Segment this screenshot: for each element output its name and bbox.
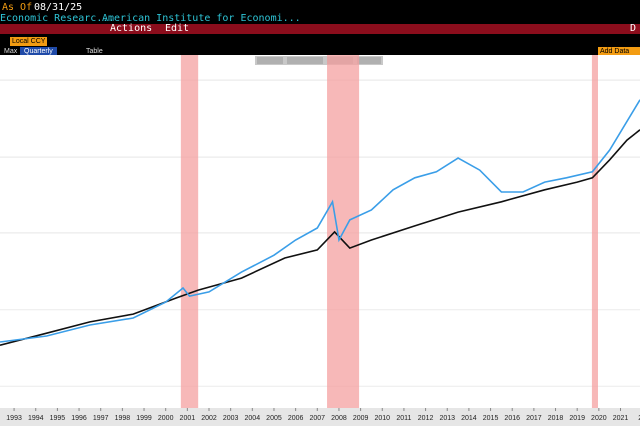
x-tick-label: 1995 xyxy=(50,415,66,422)
x-tick-label: 2012 xyxy=(418,415,434,422)
x-tick-label: 2017 xyxy=(526,415,542,422)
x-tick-label: 1998 xyxy=(115,415,131,422)
x-tick-label: 2015 xyxy=(483,415,499,422)
action-bar xyxy=(0,24,640,34)
x-tick-label: 2014 xyxy=(461,415,477,422)
right-tab[interactable]: D xyxy=(630,23,637,34)
x-tick-label: 2011 xyxy=(396,415,411,422)
x-tick-label: 2013 xyxy=(439,415,455,422)
x-tick-label: 2006 xyxy=(288,415,304,422)
x-tick-label: 2019 xyxy=(569,415,585,422)
frequency-select[interactable]: Quarterly xyxy=(20,47,57,56)
edit-menu[interactable]: Edit xyxy=(165,23,190,34)
toolbar-button[interactable] xyxy=(357,57,381,64)
x-tick-label: 1999 xyxy=(136,415,152,422)
x-tick-label: 1993 xyxy=(6,415,22,422)
toolbar-button[interactable] xyxy=(257,57,283,64)
source: Economic Researc... xyxy=(0,13,115,24)
table-button[interactable]: Table xyxy=(86,48,103,55)
recession-band xyxy=(180,55,199,408)
x-tick-label: 2002 xyxy=(201,415,217,422)
x-tick-label: 2004 xyxy=(245,415,261,422)
x-tick-label: 2003 xyxy=(223,415,239,422)
x-tick-label: 2008 xyxy=(331,415,347,422)
currency-button[interactable]: Local CCY xyxy=(10,37,48,46)
as-of-date[interactable]: 08/31/25 xyxy=(34,2,83,13)
add-data-button[interactable]: Add Data xyxy=(598,47,640,56)
description: American Institute for Economi... xyxy=(102,13,301,24)
series-line xyxy=(0,129,640,346)
x-tick-label: 2016 xyxy=(504,415,520,422)
as-of-label: As Of xyxy=(2,2,33,13)
x-tick-label: 20 xyxy=(638,415,640,422)
x-tick-label: 1994 xyxy=(28,415,44,422)
recession-band xyxy=(591,55,598,408)
x-tick-label: 2018 xyxy=(548,415,564,422)
x-tick-label: 1997 xyxy=(93,415,109,422)
x-tick-label: 2020 xyxy=(591,415,607,422)
x-tick-label: 2005 xyxy=(266,415,282,422)
toolbar-button[interactable] xyxy=(287,57,323,64)
x-tick-label: 2000 xyxy=(158,415,174,422)
plot-background xyxy=(0,55,640,408)
x-tick-label: 2010 xyxy=(374,415,390,422)
x-tick-label: 2021 xyxy=(613,415,629,422)
range-button[interactable]: Max xyxy=(4,48,18,55)
x-axis-band xyxy=(0,408,640,426)
chart-toolbar xyxy=(255,56,383,65)
x-tick-label: 2007 xyxy=(310,415,326,422)
actions-menu[interactable]: Actions xyxy=(110,23,153,34)
x-tick-label: 2001 xyxy=(180,415,196,422)
x-tick-label: 2009 xyxy=(353,415,369,422)
x-tick-label: 1996 xyxy=(71,415,87,422)
series-line xyxy=(0,99,640,343)
